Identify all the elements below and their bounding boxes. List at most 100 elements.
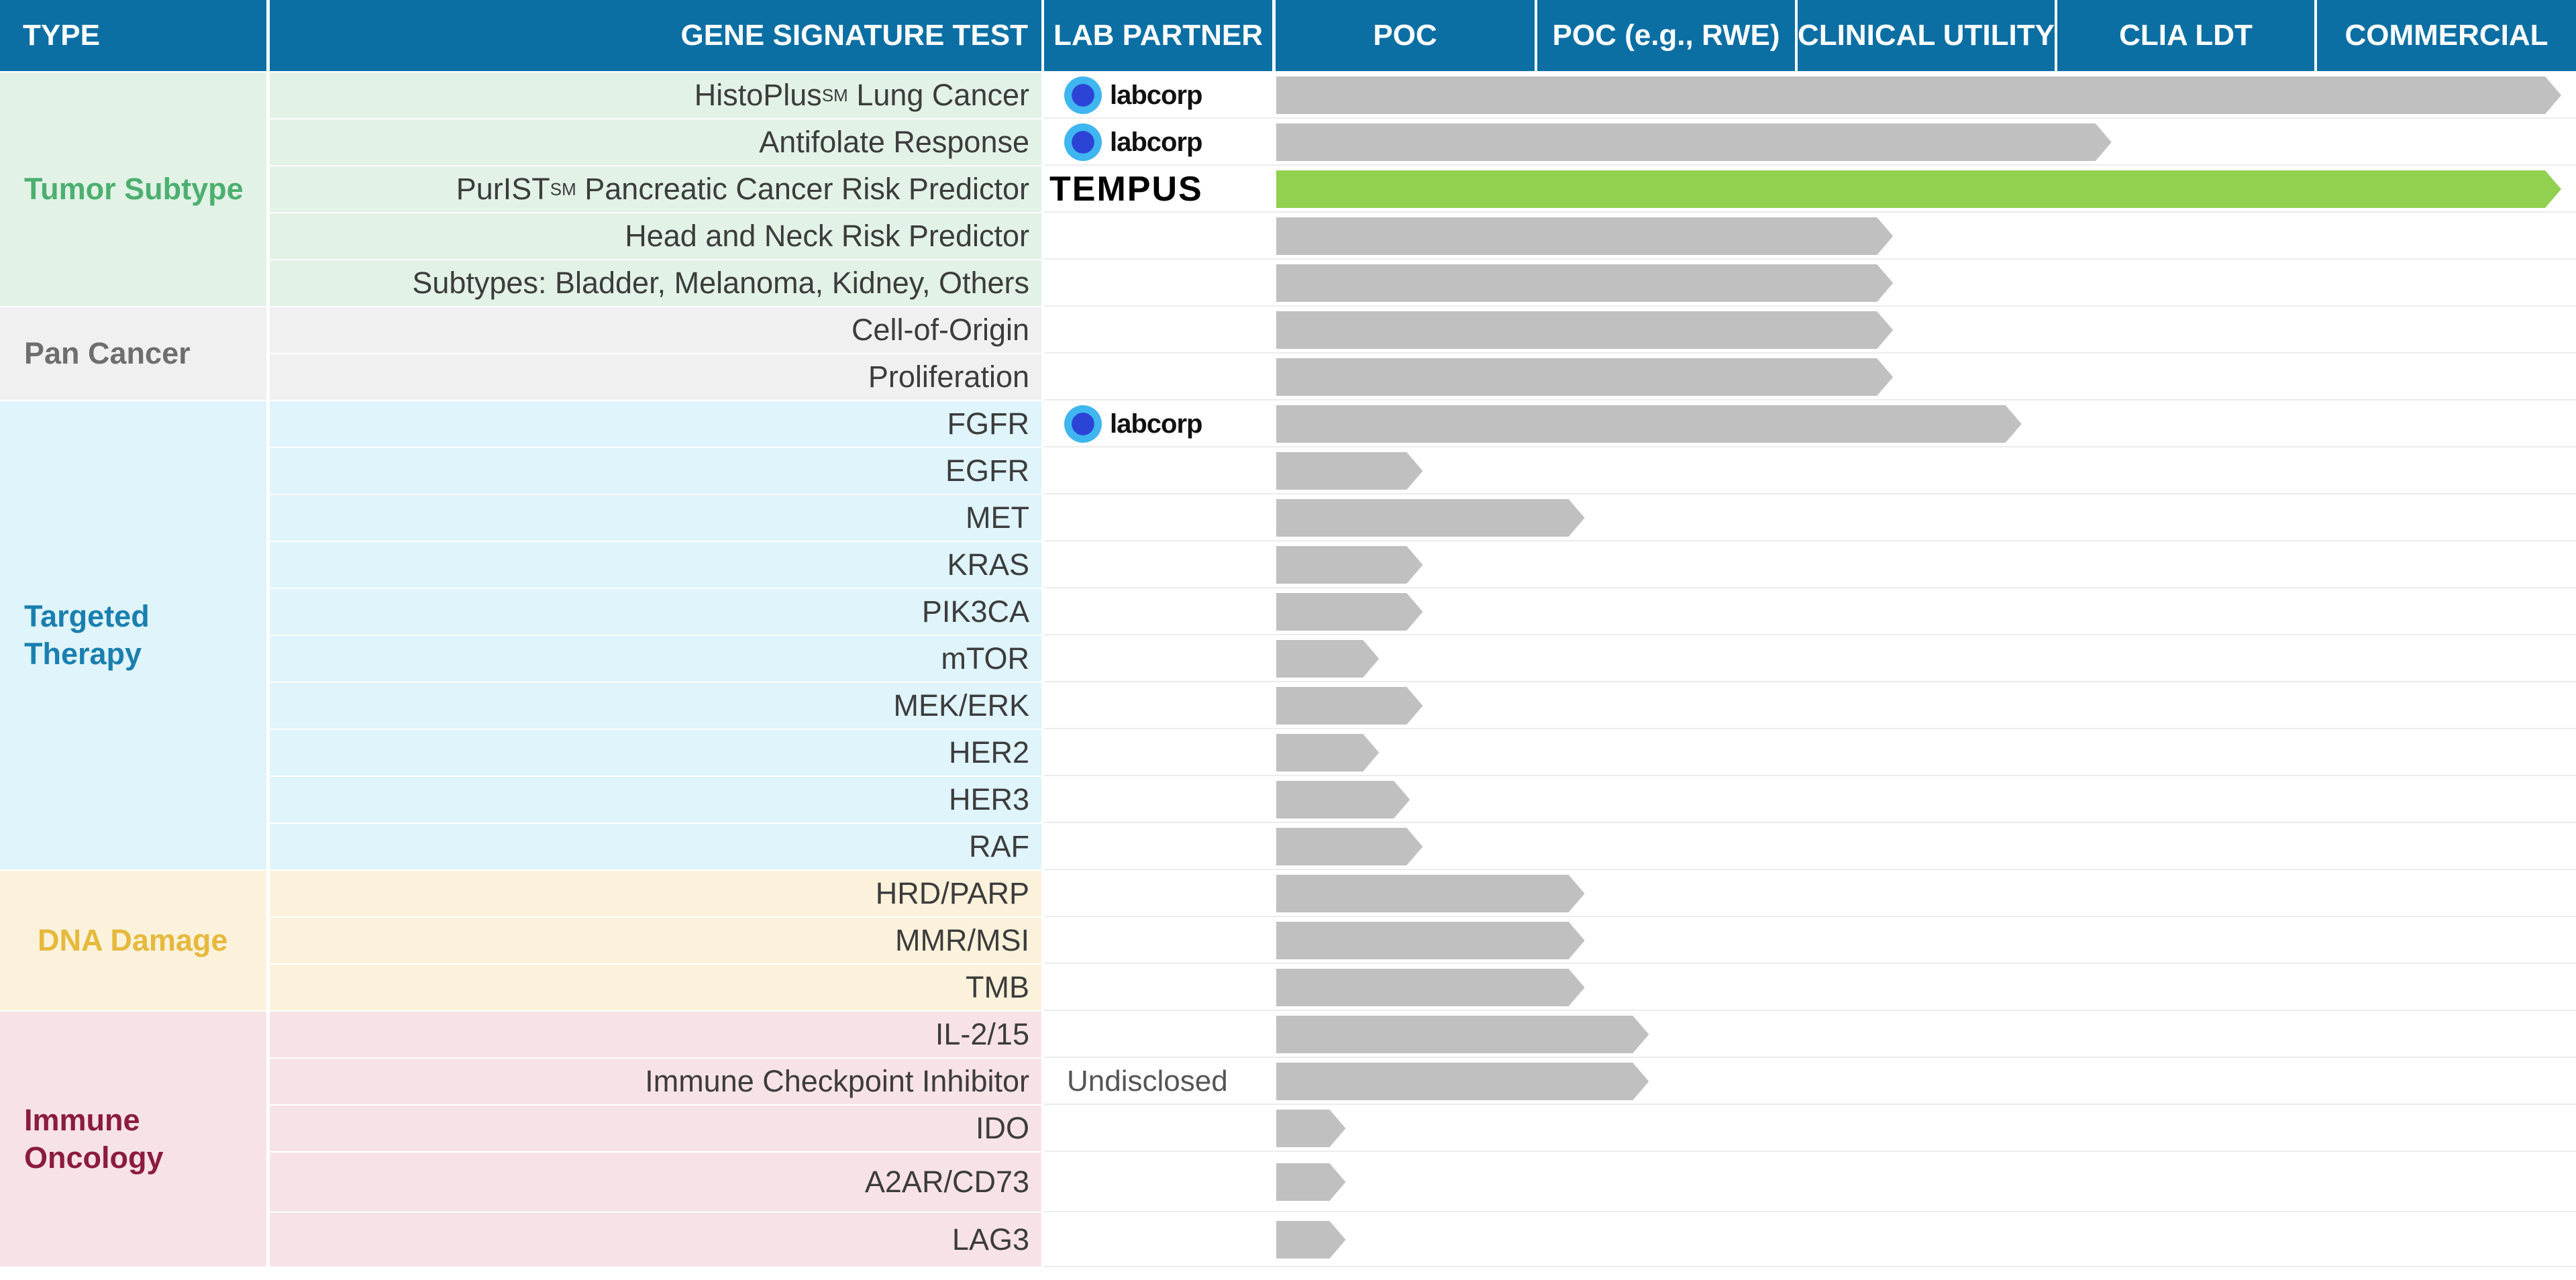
header-lab-partner: LAB PARTNER (1044, 0, 1272, 71)
test-name: HER3 (948, 782, 1029, 816)
labcorp-wordmark: labcorp (1110, 409, 1202, 439)
test-name-cell: Subtypes: Bladder, Melanoma, Kidney, Oth… (270, 260, 1041, 306)
type-group-label: Tumor Subtype (24, 172, 244, 206)
test-name-cell: MET (270, 495, 1041, 541)
lab-partner-cell: TEMPUS (1044, 166, 1272, 212)
test-name: TMB (966, 970, 1029, 1004)
test-name: MEK/ERK (893, 688, 1029, 723)
progress-bar-10 (1276, 546, 1423, 584)
test-name: LAG3 (951, 1222, 1029, 1257)
test-name: EGFR (945, 454, 1029, 488)
test-name: MET (966, 500, 1029, 535)
progress-bar-22 (1276, 1110, 1346, 1147)
test-name: HER2 (948, 735, 1029, 769)
type-group-0: Tumor Subtype (0, 72, 266, 306)
progress-bar-13 (1276, 687, 1423, 725)
test-name: mTOR (941, 641, 1029, 676)
labcorp-dot-icon (1064, 76, 1102, 114)
lab-partner-text: Undisclosed (1067, 1065, 1228, 1098)
labcorp-dot-icon (1064, 405, 1102, 443)
progress-bar-2 (1276, 170, 2561, 208)
test-name-cell: IL-2/15 (270, 1012, 1041, 1057)
row-divider (1044, 446, 2576, 447)
row-divider (1044, 869, 2576, 870)
progress-bar-12 (1276, 640, 1380, 678)
test-name: KRAS (947, 547, 1029, 582)
row-divider (1044, 305, 2576, 307)
progress-bar-5 (1276, 311, 1894, 349)
test-name-cell: Proliferation (270, 354, 1041, 400)
test-name-suffix: Pancreatic Cancer Risk Predictor (576, 172, 1029, 206)
type-group-label: Pan Cancer (24, 336, 191, 370)
test-name-cell: mTOR (270, 636, 1041, 682)
progress-bar-0 (1276, 76, 2561, 114)
labcorp-wordmark: labcorp (1110, 80, 1202, 110)
test-name-cell: HistoPlus SM Lung Cancer (270, 72, 1041, 118)
row-divider (1044, 540, 2576, 541)
header-stage-poc-rwe: POC (e.g., RWE) (1537, 0, 1795, 71)
test-name-cell: HER2 (270, 730, 1041, 776)
lab-partner-cell: labcorp (1044, 401, 1272, 447)
progress-bar-15 (1276, 781, 1410, 818)
type-group-label: DNA Damage (38, 923, 228, 957)
test-name-cell: HER3 (270, 777, 1041, 822)
progress-bar-17 (1276, 875, 1585, 912)
test-name-cell: Cell-of-Origin (270, 307, 1041, 353)
test-name-cell: LAG3 (270, 1213, 1041, 1267)
test-name: Subtypes: Bladder, Melanoma, Kidney, Oth… (412, 266, 1029, 300)
type-group-label: Targeted Therapy (24, 599, 150, 671)
test-name: MMR/MSI (895, 923, 1029, 957)
row-divider (1044, 1057, 2576, 1058)
row-divider (1044, 1010, 2576, 1011)
test-name: HRD/PARP (875, 876, 1029, 910)
row-divider (1044, 352, 2576, 354)
test-name: RAF (969, 829, 1029, 863)
test-name-cell: IDO (270, 1106, 1041, 1151)
test-name-cell: Antifolate Response (270, 119, 1041, 165)
test-name: FGFR (947, 407, 1029, 441)
lab-partner-cell: Undisclosed (1044, 1059, 1272, 1104)
lab-partner-cell: labcorp (1044, 119, 1272, 165)
progress-bar-24 (1276, 1221, 1346, 1259)
test-name: A2AR/CD73 (864, 1165, 1029, 1199)
progress-bar-18 (1276, 922, 1585, 959)
progress-bar-6 (1276, 358, 1894, 396)
row-divider (1044, 1266, 2576, 1267)
row-divider (1044, 634, 2576, 635)
type-group-label: Immune Oncology (24, 1103, 164, 1175)
test-name: IDO (975, 1111, 1029, 1145)
row-divider (1044, 164, 2576, 166)
progress-bar-4 (1276, 264, 1894, 302)
progress-bar-16 (1276, 828, 1423, 865)
type-group-1: Pan Cancer (0, 307, 266, 400)
test-name-cell: TMB (270, 965, 1041, 1010)
progress-bar-7 (1276, 405, 2022, 443)
test-name: Immune Checkpoint Inhibitor (645, 1064, 1029, 1098)
test-name-cell: PurIST SM Pancreatic Cancer Risk Predicto… (270, 166, 1041, 212)
progress-bar-3 (1276, 217, 1894, 255)
test-name: PIK3CA (921, 594, 1029, 629)
test-name-cell: HRD/PARP (270, 871, 1041, 916)
header-stage-commercial: COMMERCIAL (2317, 0, 2576, 71)
row-divider (1044, 1104, 2576, 1105)
row-divider (1044, 211, 2576, 213)
test-name-cell: MMR/MSI (270, 918, 1041, 963)
header-stage-poc: POC (1276, 0, 1535, 71)
service-mark: SM (821, 85, 848, 105)
row-divider (1044, 681, 2576, 682)
progress-bar-14 (1276, 734, 1380, 771)
type-group-4: Immune Oncology (0, 1012, 266, 1267)
test-name: Proliferation (868, 360, 1029, 394)
progress-bar-21 (1276, 1063, 1649, 1100)
header-stage-clia-ldt: CLIA LDT (2057, 0, 2314, 71)
test-name: Cell-of-Origin (851, 313, 1029, 347)
labcorp-logo: labcorp (1064, 76, 1202, 114)
service-mark: SM (550, 178, 576, 199)
progress-bar-11 (1276, 593, 1423, 631)
header-stage-clinical-utility: CLINICAL UTILITY (1798, 0, 2055, 71)
row-divider (1044, 399, 2576, 401)
test-name-cell: RAF (270, 824, 1041, 869)
test-name: HistoPlus (694, 78, 822, 112)
row-divider (1044, 258, 2576, 260)
row-divider (1044, 493, 2576, 494)
